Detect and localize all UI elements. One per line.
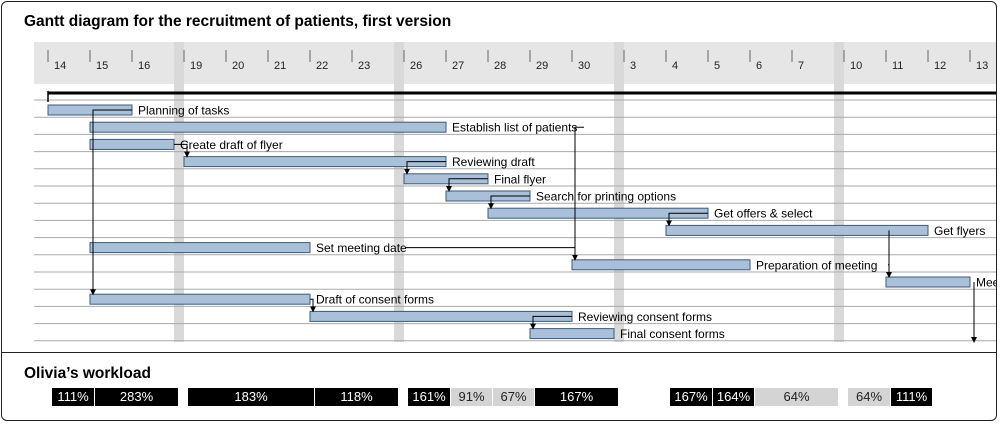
day-label: 7 xyxy=(798,60,804,72)
task-bar xyxy=(665,224,929,236)
workload-block: 164% xyxy=(712,388,754,406)
task-label: Preparation of meeting xyxy=(756,258,877,272)
task-label: Final flyer xyxy=(494,172,546,186)
chart-title: Gantt diagram for the recruitment of pat… xyxy=(24,13,452,30)
weekend-band xyxy=(834,42,844,342)
task-label: Planning of tasks xyxy=(138,104,229,118)
task-label: Create draft of flyer xyxy=(180,138,283,152)
day-label: 13 xyxy=(976,60,988,72)
task-bar xyxy=(529,328,615,340)
workload-block: 111% xyxy=(52,388,94,406)
day-label: 19 xyxy=(190,60,202,72)
dependency-arrow xyxy=(446,178,488,192)
weekend-band xyxy=(174,42,184,342)
day-label: 16 xyxy=(138,60,150,72)
workload-block: 183% xyxy=(188,388,314,406)
weekend-band xyxy=(394,42,404,342)
task-label: Reviewing consent forms xyxy=(578,310,712,324)
workload-block: 91% xyxy=(450,388,492,406)
day-label: 5 xyxy=(714,60,720,72)
workload-block: 167% xyxy=(534,388,618,406)
day-label: 15 xyxy=(96,60,108,72)
workload-block: 283% xyxy=(94,388,178,406)
task-label: Draft of consent forms xyxy=(316,293,434,307)
workload-row: 111% 283% 183% 118% 161% 91% 67% 167% 167% 164% 64… xyxy=(2,388,996,406)
weekend-band xyxy=(614,42,624,342)
task-label: Final consent forms xyxy=(620,327,725,341)
task-label: Establish list of patients xyxy=(452,121,577,135)
day-label: 11 xyxy=(892,60,903,72)
day-label: 30 xyxy=(578,60,590,72)
day-label: 26 xyxy=(410,60,422,72)
task-label: Get flyers xyxy=(934,224,985,238)
dependency-arrow xyxy=(90,109,132,296)
workload-title: Olivia’s workload xyxy=(24,365,151,382)
dependency-arrow xyxy=(488,195,530,210)
task-label: Meeting xyxy=(976,276,997,290)
task-label: Set meeting date xyxy=(316,241,407,255)
workload-block: 64% xyxy=(754,388,838,406)
task-bar xyxy=(89,121,447,133)
task-bar xyxy=(89,293,311,305)
task-label: Search for printing options xyxy=(536,190,676,204)
dependency-arrow xyxy=(572,126,584,261)
task-bar xyxy=(571,259,751,271)
workload-block: 161% xyxy=(408,388,450,406)
day-label: 22 xyxy=(316,60,328,72)
dependency-arrow xyxy=(310,298,316,313)
day-label: 6 xyxy=(756,60,762,72)
section-divider xyxy=(2,352,996,353)
workload-block: 64% xyxy=(848,388,890,406)
day-label: 12 xyxy=(934,60,946,72)
dependency-arrow xyxy=(530,315,572,330)
task-bar xyxy=(885,276,971,288)
task-bar xyxy=(89,138,175,150)
workload-block: 167% xyxy=(670,388,712,406)
workload-block: 111% xyxy=(890,388,932,406)
workload-block: 67% xyxy=(492,388,534,406)
dependency-arrow xyxy=(404,161,446,175)
day-label: 27 xyxy=(452,60,464,72)
task-label: Get offers & select xyxy=(714,207,813,221)
day-label: 23 xyxy=(358,60,370,72)
day-label: 29 xyxy=(536,60,548,72)
gantt-chart: 14 15 16 19 20 21 22 23 26 27 28 29 30 3 4 5 6 7 10 11 12 13 P… xyxy=(34,42,997,343)
workload-block: 118% xyxy=(314,388,398,406)
dependency-arrow xyxy=(174,143,190,158)
day-label: 20 xyxy=(232,60,244,72)
day-label: 14 xyxy=(54,60,66,72)
task-label: Reviewing draft xyxy=(452,155,535,169)
day-label: 21 xyxy=(274,60,286,72)
day-label: 10 xyxy=(850,60,862,72)
day-label: 4 xyxy=(672,60,678,72)
day-label: 3 xyxy=(630,60,636,72)
task-bar xyxy=(89,242,311,254)
day-label: 28 xyxy=(494,60,506,72)
dependency-arrow xyxy=(666,212,708,227)
